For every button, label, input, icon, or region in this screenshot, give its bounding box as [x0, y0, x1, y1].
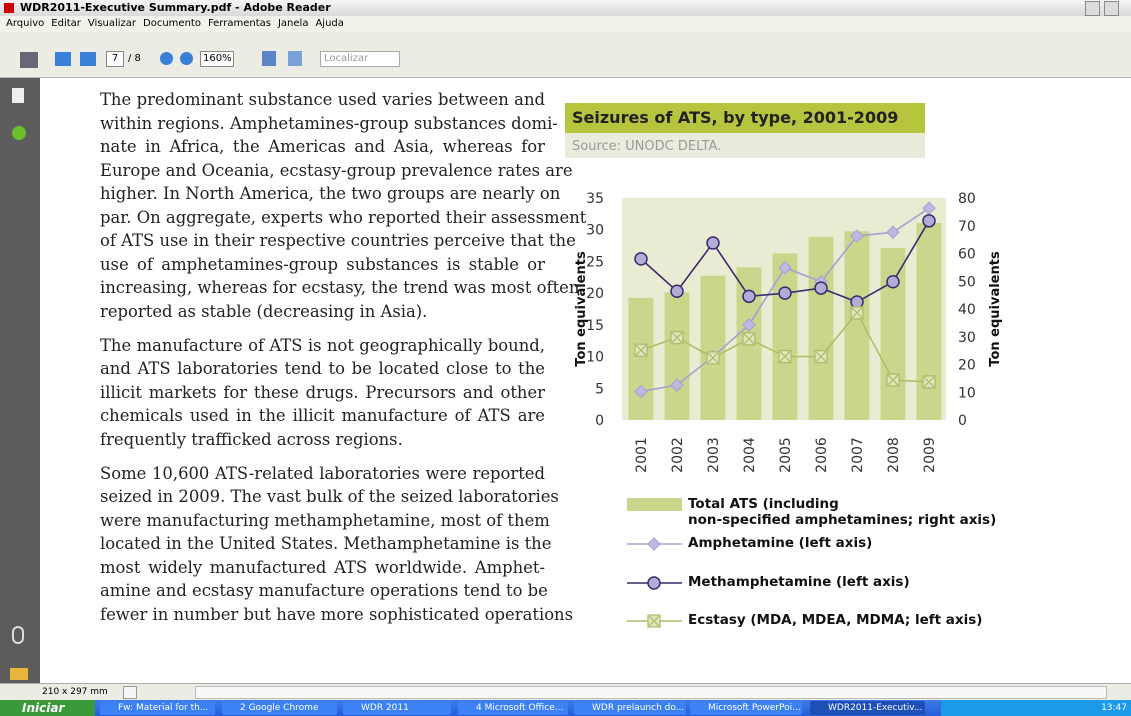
bar	[845, 231, 870, 420]
system-tray: 13:47	[941, 700, 1131, 716]
y2-tick-label: 10	[958, 385, 976, 401]
status-bar: 210 x 297 mm	[0, 683, 1131, 701]
point	[635, 253, 647, 265]
bar	[629, 298, 654, 420]
y2-tick-label: 60	[958, 247, 976, 263]
x-tick-label: 2008	[886, 437, 902, 473]
point	[743, 333, 755, 345]
x-tick-label: 2004	[742, 437, 758, 473]
bar	[773, 254, 798, 421]
chart: Seizures of ATS, by type, 2001-2009 Sour…	[0, 0, 1131, 716]
y-tick-label: 0	[595, 413, 604, 429]
legend-marker	[648, 538, 660, 550]
x-tick-label: 2006	[814, 437, 830, 473]
taskbar-item[interactable]: 4 Microsoft Office...	[458, 701, 568, 715]
point	[635, 344, 647, 356]
x-tick-label: 2002	[670, 437, 686, 473]
point	[923, 376, 935, 388]
y2-tick-label: 80	[958, 191, 976, 207]
bar	[917, 223, 942, 420]
chart-source: Source: UNODC DELTA.	[572, 139, 721, 154]
legend-marker	[648, 577, 660, 589]
x-tick-label: 2001	[634, 437, 650, 473]
horizontal-scrollbar[interactable]	[195, 686, 1107, 699]
taskbar: Iniciar 13:47 Fw: Material for th... 2 Go…	[0, 700, 1131, 716]
y2-tick-label: 40	[958, 302, 976, 318]
x-tick-label: 2009	[922, 437, 938, 473]
point	[887, 374, 899, 386]
point	[707, 352, 719, 364]
bar	[881, 248, 906, 420]
taskbar-item[interactable]: WDR prelaunch do...	[574, 701, 686, 715]
y2-tick-label: 70	[958, 219, 976, 235]
legend-entry: Amphetamine (left axis)	[688, 535, 872, 551]
taskbar-item[interactable]: WDR 2011	[343, 701, 451, 715]
x-tick-label: 2003	[706, 437, 722, 473]
y-tick-label: 30	[586, 223, 604, 239]
point	[887, 276, 899, 288]
point	[923, 215, 935, 227]
point	[851, 307, 863, 319]
clock: 13:47	[1101, 700, 1127, 716]
legend-entry: Ecstasy (MDA, MDEA, MDMA; left axis)	[688, 612, 982, 628]
legend-marker	[648, 615, 660, 627]
bar	[809, 237, 834, 420]
point	[707, 237, 719, 249]
y2-tick-label: 0	[958, 413, 967, 429]
y-tick-label: 15	[586, 318, 604, 334]
y-tick-label: 5	[595, 381, 604, 397]
y-tick-label: 10	[586, 350, 604, 366]
bar	[665, 292, 690, 420]
point	[815, 282, 827, 294]
y2-tick-label: 50	[958, 274, 976, 290]
point	[779, 287, 791, 299]
start-button[interactable]: Iniciar	[0, 700, 95, 716]
chart-title: Seizures of ATS, by type, 2001-2009	[572, 108, 898, 127]
taskbar-item[interactable]: 2 Google Chrome	[222, 701, 337, 715]
y2-tick-label: 20	[958, 358, 976, 374]
y2-axis-title: Ton equivalents	[988, 251, 1003, 367]
taskbar-item[interactable]: WDR2011-Executiv...	[810, 701, 925, 715]
scroll-left[interactable]	[123, 686, 137, 699]
y2-tick-label: 30	[958, 330, 976, 346]
point	[743, 290, 755, 302]
taskbar-item[interactable]: Fw: Material for th...	[100, 701, 215, 715]
legend-entry: Total ATS (including non-specified amphe…	[688, 496, 996, 528]
x-tick-label: 2005	[778, 437, 794, 473]
y-tick-label: 25	[586, 254, 604, 270]
point	[779, 351, 791, 363]
y-tick-label: 35	[586, 191, 604, 207]
point	[671, 332, 683, 344]
point	[671, 285, 683, 297]
y-tick-label: 20	[586, 286, 604, 302]
screen: WDR2011-Executive Summary.pdf - Adobe Re…	[0, 0, 1131, 716]
legend-swatch	[627, 498, 682, 511]
x-tick-label: 2007	[850, 437, 866, 473]
legend-entry: Methamphetamine (left axis)	[688, 574, 910, 590]
point	[815, 351, 827, 363]
page-size: 210 x 297 mm	[42, 684, 108, 700]
taskbar-item[interactable]: Microsoft PowerPoi...	[690, 701, 802, 715]
